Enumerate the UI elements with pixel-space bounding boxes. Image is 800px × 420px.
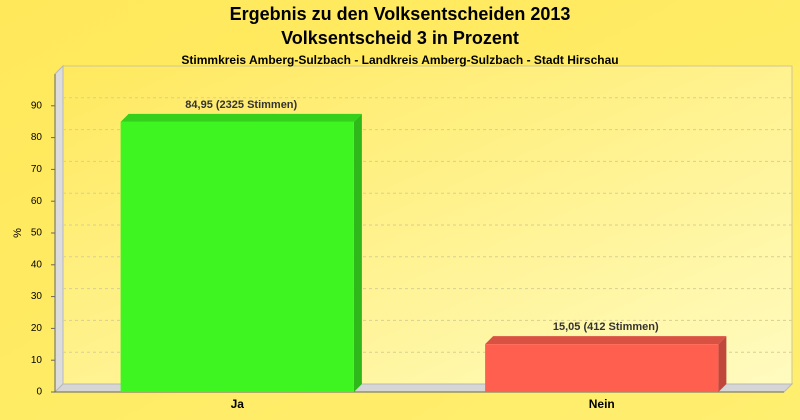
- y-tick-label: 50: [31, 228, 43, 239]
- y-tick-label: 30: [31, 291, 43, 302]
- bar-side: [718, 336, 727, 392]
- y-tick-label: 70: [31, 164, 43, 175]
- chart-subtitle: Volksentscheid 3 in Prozent: [281, 28, 519, 48]
- bar: [120, 121, 354, 392]
- side-wall: [54, 64, 64, 394]
- y-tick-label: 20: [31, 323, 43, 334]
- x-tick-label: Nein: [589, 397, 615, 411]
- chart-title: Ergebnis zu den Volksentscheiden 2013: [230, 4, 571, 24]
- data-label: 15,05 (412 Stimmen): [553, 321, 659, 333]
- y-tick-label: 0: [36, 387, 42, 398]
- bar-side: [353, 113, 362, 392]
- chart-caption: Stimmkreis Amberg-Sulzbach - Landkreis A…: [181, 53, 618, 67]
- bar: [485, 344, 719, 392]
- y-tick-label: 40: [31, 259, 43, 270]
- y-tick-label: 90: [31, 100, 43, 111]
- bar-top: [485, 336, 727, 345]
- y-axis-label: %: [12, 228, 24, 238]
- y-tick-label: 10: [31, 355, 43, 366]
- y-tick-label: 80: [31, 132, 43, 143]
- x-tick-label: Ja: [231, 397, 245, 411]
- bar-top: [120, 113, 362, 122]
- data-label: 84,95 (2325 Stimmen): [185, 99, 297, 111]
- y-tick-label: 60: [31, 196, 43, 207]
